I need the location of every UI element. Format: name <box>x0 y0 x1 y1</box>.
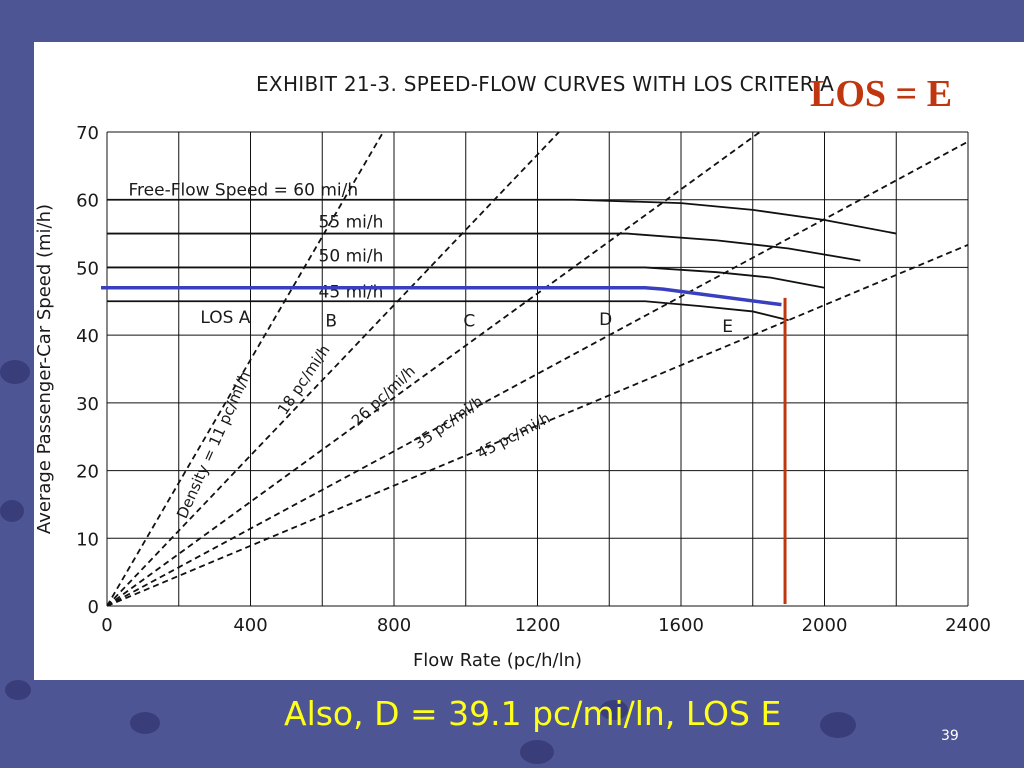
operating-speed-curve <box>101 285 782 307</box>
density-line <box>107 244 968 606</box>
x-tick-label: 0 <box>101 615 112 636</box>
background-bubble <box>5 680 31 700</box>
los-region-label: D <box>599 310 612 330</box>
speed-flow-curve <box>107 266 825 289</box>
speed-flow-chart: 0 400 800 1200 1600 2000 2400 0 10 20 30 40 50 60 70 Fl… <box>34 123 991 671</box>
density-label: Density = 11 pc/mi/h <box>173 368 254 521</box>
density-line <box>107 132 761 606</box>
density-label: 35 pc/mi/h <box>411 392 487 453</box>
slide-number: 39 <box>941 728 959 744</box>
los-region-label: B <box>325 311 337 331</box>
exhibit-panel: 0 400 800 1200 1600 2000 2400 0 10 20 30 40 50 60 70 Fl… <box>34 42 1024 680</box>
density-label: 26 pc/mi/h <box>348 362 419 430</box>
y-tick-label: 50 <box>76 258 99 279</box>
background-bubble <box>820 712 856 738</box>
y-tick-label: 0 <box>88 597 99 618</box>
y-tick-label: 40 <box>76 326 99 347</box>
speed-flow-curve <box>107 232 861 262</box>
density-lines-group <box>107 132 968 606</box>
los-heading: LOS = E <box>810 73 953 115</box>
speed-flow-curve <box>107 198 897 235</box>
background-bubble <box>130 712 160 734</box>
y-tick-label: 20 <box>76 462 99 483</box>
x-tick-label: 400 <box>233 615 267 636</box>
x-tick-label: 2400 <box>945 615 991 636</box>
los-region-label: C <box>463 311 475 331</box>
series-label: 55 mi/h <box>319 213 384 233</box>
y-tick-label: 10 <box>76 529 99 550</box>
x-tick-label: 2000 <box>802 615 848 636</box>
x-tick-label: 1600 <box>658 615 704 636</box>
x-axis-title: Flow Rate (pc/h/ln) <box>413 650 582 671</box>
background-bubble <box>600 700 628 720</box>
speed-flow-curve <box>107 300 789 322</box>
footer-note: Also, D = 39.1 pc/mi/ln, LOS E <box>284 694 782 733</box>
density-label: 45 pc/mi/h <box>474 409 553 462</box>
density-line <box>107 140 968 606</box>
background-bubble <box>0 360 30 384</box>
los-region-label: LOS A <box>200 308 250 328</box>
y-axis-title: Average Passenger-Car Speed (mi/h) <box>34 204 55 534</box>
y-tick-label: 30 <box>76 394 99 415</box>
chart-title: EXHIBIT 21-3. SPEED-FLOW CURVES WITH LOS… <box>256 72 835 96</box>
x-tick-label: 1200 <box>515 615 561 636</box>
density-label: 18 pc/mi/h <box>274 342 334 418</box>
y-tick-label: 60 <box>76 191 99 212</box>
background-bubble <box>520 740 554 764</box>
los-region-label: E <box>722 317 733 337</box>
series-label: 45 mi/h <box>319 282 384 302</box>
y-tick-label: 70 <box>76 123 99 144</box>
x-tick-label: 800 <box>377 615 411 636</box>
series-label: Free-Flow Speed = 60 mi/h <box>129 181 359 201</box>
background-bubble <box>0 500 24 522</box>
density-line <box>107 132 385 606</box>
density-line <box>107 132 560 606</box>
series-label: 50 mi/h <box>319 246 384 266</box>
